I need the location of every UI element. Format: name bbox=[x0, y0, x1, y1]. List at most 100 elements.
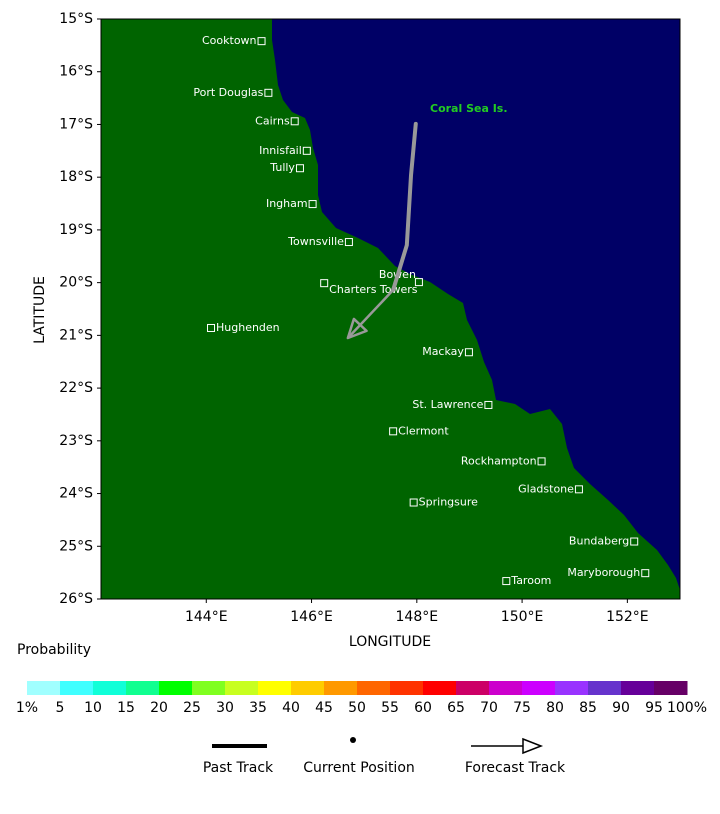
city-label: Port Douglas bbox=[193, 86, 263, 99]
legend-item: Past Track bbox=[203, 760, 274, 776]
x-tick-label: 152°E bbox=[606, 609, 649, 625]
colorbar-label: 30 bbox=[216, 700, 234, 716]
ocean bbox=[272, 19, 680, 590]
city-marker bbox=[308, 200, 317, 209]
colorbar-swatch bbox=[588, 681, 622, 695]
forecast-arrowhead bbox=[346, 317, 368, 340]
city-label: Bundaberg bbox=[569, 535, 629, 548]
city-marker bbox=[302, 146, 311, 155]
city-label: Cooktown bbox=[202, 34, 257, 47]
y-tick-label: 25°S bbox=[59, 538, 93, 554]
city-marker bbox=[630, 537, 639, 546]
city-label: St. Lawrence bbox=[412, 398, 483, 411]
city-label: Tully bbox=[269, 161, 295, 174]
y-tick-label: 15°S bbox=[59, 11, 93, 27]
colorbar-label: 20 bbox=[150, 700, 168, 716]
city-marker bbox=[257, 37, 266, 46]
colorbar-label: 1% bbox=[16, 700, 38, 716]
colorbar-label: 75 bbox=[513, 700, 531, 716]
y-tick-label: 24°S bbox=[59, 486, 93, 502]
y-tick-label: 16°S bbox=[59, 64, 93, 80]
colorbar-swatch bbox=[192, 681, 226, 695]
colorbar-swatch bbox=[489, 681, 523, 695]
x-tick-label: 150°E bbox=[501, 609, 544, 625]
colorbar-swatch bbox=[357, 681, 391, 695]
city-marker bbox=[409, 498, 418, 507]
colorbar-label: 80 bbox=[546, 700, 564, 716]
city-marker bbox=[207, 323, 216, 332]
y-tick-label: 26°S bbox=[59, 591, 93, 607]
city-marker bbox=[464, 348, 473, 357]
y-tick-label: 18°S bbox=[59, 169, 93, 185]
past-track bbox=[391, 121, 418, 293]
city-label: Maryborough bbox=[567, 566, 640, 579]
city-label: Clermont bbox=[398, 424, 449, 437]
city-marker bbox=[414, 278, 423, 287]
city-marker bbox=[574, 485, 583, 494]
city-label: Innisfail bbox=[259, 144, 302, 157]
colorbar-label: 35 bbox=[249, 700, 267, 716]
x-tick-label: 148°E bbox=[396, 609, 439, 625]
map-frame bbox=[100, 18, 681, 600]
city-marker bbox=[264, 88, 273, 97]
y-tick-label: 19°S bbox=[59, 222, 93, 238]
city-marker bbox=[484, 400, 493, 409]
colorbar-label: 40 bbox=[282, 700, 300, 716]
colorbar-label: 65 bbox=[447, 700, 465, 716]
colorbar-label: 70 bbox=[480, 700, 498, 716]
annotation: Coral Sea Is. bbox=[430, 102, 508, 115]
city-marker bbox=[344, 238, 353, 247]
colorbar-swatch bbox=[555, 681, 589, 695]
city-marker bbox=[320, 279, 329, 288]
colorbar-swatch bbox=[126, 681, 160, 695]
colorbar-swatch bbox=[225, 681, 259, 695]
colorbar-label: 10 bbox=[84, 700, 102, 716]
y-tick-label: 23°S bbox=[59, 433, 93, 449]
city-marker bbox=[389, 427, 398, 436]
forecast-track bbox=[346, 289, 395, 339]
colorbar-swatch bbox=[291, 681, 325, 695]
colorbar-swatch bbox=[456, 681, 490, 695]
colorbar-swatch bbox=[60, 681, 94, 695]
city-marker bbox=[295, 164, 304, 173]
colorbar-label: 50 bbox=[348, 700, 366, 716]
colorbar-swatch bbox=[621, 681, 655, 695]
x-tick-label: 144°E bbox=[185, 609, 228, 625]
current-position-key bbox=[350, 737, 356, 743]
colorbar-swatch bbox=[159, 681, 193, 695]
colorbar-swatch bbox=[423, 681, 457, 695]
colorbar-swatch bbox=[27, 681, 61, 695]
legend-item: Forecast Track bbox=[465, 760, 566, 776]
legend-title: Probability bbox=[17, 642, 91, 658]
colorbar-label: 95 bbox=[645, 700, 663, 716]
y-tick-label: 22°S bbox=[59, 380, 93, 396]
city-label: Townsville bbox=[287, 235, 344, 248]
city-label: Gladstone bbox=[518, 482, 574, 495]
legend-item: Current Position bbox=[303, 760, 415, 776]
colorbar-swatch bbox=[390, 681, 424, 695]
city-label: Mackay bbox=[422, 345, 464, 358]
y-tick-label: 17°S bbox=[59, 116, 93, 132]
colorbar-swatch bbox=[324, 681, 358, 695]
x-tick-label: 146°E bbox=[290, 609, 333, 625]
y-axis-title: LATITUDE bbox=[32, 276, 48, 344]
colorbar-label: 45 bbox=[315, 700, 333, 716]
city-label: Cairns bbox=[255, 114, 290, 127]
colorbar-label: 15 bbox=[117, 700, 135, 716]
y-tick-label: 21°S bbox=[59, 327, 93, 343]
city-label: Ingham bbox=[266, 197, 308, 210]
colorbar-label: 25 bbox=[183, 700, 201, 716]
colorbar-label: 90 bbox=[612, 700, 630, 716]
city-label: Charters Towers bbox=[329, 283, 418, 296]
city-marker bbox=[502, 577, 511, 586]
colorbar-swatch bbox=[522, 681, 556, 695]
x-axis-title: LONGITUDE bbox=[349, 634, 431, 650]
city-marker bbox=[537, 457, 546, 466]
colorbar-label: 100% bbox=[667, 700, 707, 716]
colorbar-swatch bbox=[654, 681, 688, 695]
y-tick-label: 20°S bbox=[59, 275, 93, 291]
city-marker bbox=[290, 117, 299, 126]
colorbar-label: 60 bbox=[414, 700, 432, 716]
city-label: Hughenden bbox=[216, 321, 280, 334]
